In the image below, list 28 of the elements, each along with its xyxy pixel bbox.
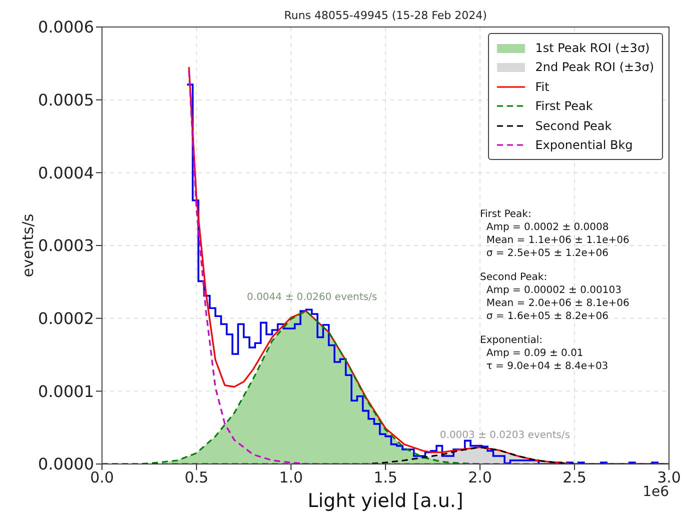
x-tick-label: 3.0 (657, 468, 681, 487)
x-tick-label: 2.5 (562, 468, 586, 487)
legend-label: 2nd Peak ROI (±3σ) (535, 60, 654, 74)
y-tick-label: 0.0002 (38, 309, 94, 328)
x-axis-title: Light yield [a.u.] (308, 490, 464, 512)
annotation: First Peak: Amp = 0.0002 ± 0.0008 Mean = 1.1e+06 ± 1.1e+06 σ = 2.5e+05 ± 1.2e+06 (480, 208, 630, 260)
y-tick-label: 0.0005 (38, 90, 94, 110)
annotation: 0.0044 ± 0.0260 events/s (246, 292, 378, 303)
y-tick-label: 0.0003 (38, 236, 94, 256)
annotation: Exponential: Amp = 0.09 ± 0.01 τ = 9.0e+04 ± 8.4e+03 (480, 334, 610, 373)
x-tick-label: 0.5 (184, 468, 208, 487)
x-tick-label: 1.0 (279, 468, 303, 487)
text: 1e6 (642, 484, 670, 500)
x-tick-label: 1.5 (374, 468, 398, 487)
legend-label: Second Peak (535, 118, 612, 133)
y-tick-label: 0.0001 (38, 382, 94, 401)
legend-label: 1st Peak ROI (±3σ) (535, 40, 650, 55)
annotation: Second Peak: Amp = 0.00002 ± 0.00103 Mean = 2.0e+06 ± 8.1e+06 σ = 1.6e+05 ± 8.2e+06 (480, 271, 630, 323)
legend-label: Fit (535, 80, 550, 94)
legend-label: Exponential Bkg (535, 138, 633, 152)
y-axis-title: events/s (19, 214, 37, 278)
y-tick-label: 0.0004 (38, 163, 94, 182)
y-tick-label: 0.0006 (38, 18, 94, 37)
chart-title: Runs 48055-49945 (15-28 Feb 2024) (284, 9, 487, 22)
x-tick-label: 2.0 (468, 468, 492, 487)
annotation: 0.0003 ± 0.0203 events/s (440, 430, 570, 441)
x-tick-label: 0.0 (90, 468, 114, 487)
legend-label: First Peak (535, 99, 593, 114)
